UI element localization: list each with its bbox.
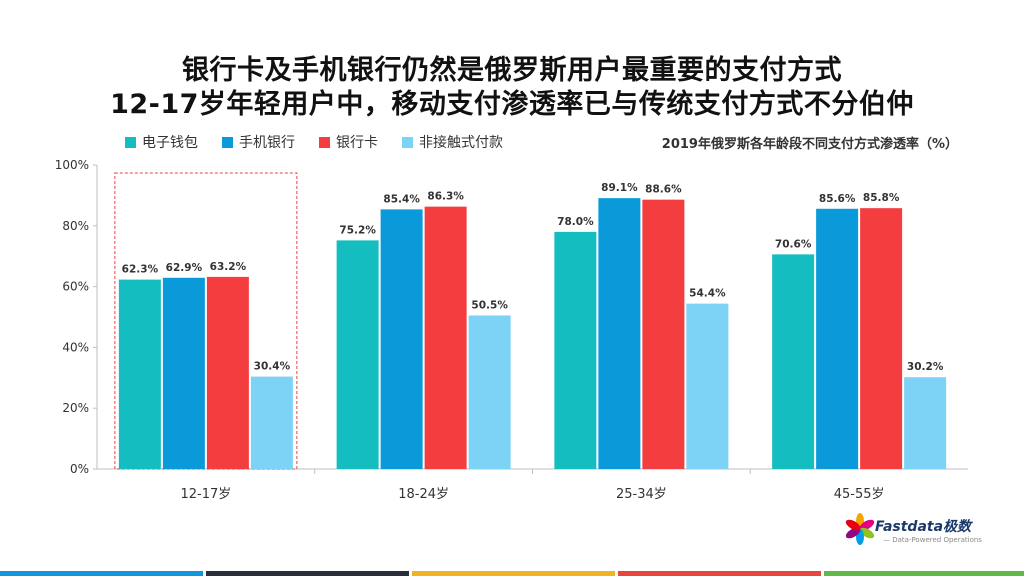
data-label: 30.2% — [907, 361, 944, 373]
data-label: 85.8% — [863, 192, 900, 204]
data-label: 54.4% — [689, 288, 726, 300]
bar — [904, 377, 947, 469]
data-label: 50.5% — [471, 299, 508, 311]
legend-label: 手机银行 — [239, 135, 295, 151]
bar — [336, 240, 379, 469]
data-label: 78.0% — [557, 216, 594, 228]
legend-swatch — [319, 136, 330, 148]
data-label: 85.4% — [383, 193, 420, 205]
bar — [380, 209, 423, 469]
bar — [468, 315, 511, 469]
legend-swatch — [125, 136, 136, 148]
data-label: 86.3% — [427, 191, 464, 203]
x-tick-label: 45-55岁 — [834, 487, 885, 502]
bar — [206, 276, 249, 469]
bar — [860, 208, 903, 469]
legend-label: 电子钱包 — [142, 135, 198, 151]
bar — [772, 254, 815, 469]
bar — [162, 277, 205, 469]
data-label: 75.2% — [339, 224, 376, 236]
data-label: 62.3% — [122, 264, 159, 276]
y-tick-label: 40% — [62, 340, 89, 354]
legend-item-ewallet: 电子钱包 — [125, 132, 198, 152]
y-tick-label: 80% — [62, 219, 89, 233]
legend-item-contactless: 非接触式付款 — [402, 132, 503, 152]
bar — [686, 303, 729, 469]
y-tick-label: 100% — [55, 158, 89, 172]
bar — [816, 208, 859, 469]
bar — [598, 198, 641, 470]
page-title-line1: 银行卡及手机银行仍然是俄罗斯用户最重要的支付方式 — [182, 55, 842, 86]
bar — [554, 231, 597, 469]
logo-tagline: — Data-Powered Operations — [883, 536, 982, 544]
legend-label: 银行卡 — [336, 135, 378, 151]
bar — [118, 279, 161, 469]
legend-label: 非接触式付款 — [419, 135, 503, 151]
y-tick-label: 0% — [70, 462, 89, 476]
data-label: 70.6% — [775, 238, 812, 250]
legend-swatch — [402, 136, 413, 148]
bar — [424, 206, 467, 469]
data-label: 89.1% — [601, 182, 638, 194]
logo-flower-icon — [845, 513, 875, 545]
footer-bar-yellow — [412, 571, 615, 576]
footer-bar-dark — [206, 571, 409, 576]
legend-item-bank-card: 银行卡 — [319, 132, 378, 152]
bar — [642, 199, 685, 469]
legend-item-mobile-bank: 手机银行 — [222, 132, 295, 152]
footer-bar-green — [824, 571, 1024, 576]
x-tick-label: 18-24岁 — [398, 487, 449, 502]
y-tick-label: 20% — [62, 401, 89, 415]
data-label: 63.2% — [210, 261, 247, 273]
footer-bar-red — [618, 571, 821, 576]
highlight-box — [114, 172, 298, 470]
footer-bar-blue — [0, 571, 203, 576]
chart-legend: 电子钱包 手机银行 银行卡 非接触式付款 — [125, 132, 503, 152]
page-title-line2: 12-17岁年轻用户中，移动支付渗透率已与传统支付方式不分伯仲 — [110, 89, 914, 120]
x-tick-label: 12-17岁 — [180, 487, 231, 502]
logo-name: Fastdata极数 — [875, 519, 972, 535]
data-label: 85.6% — [819, 193, 856, 205]
bar — [250, 376, 293, 469]
legend-swatch — [222, 136, 233, 148]
data-label: 30.4% — [254, 361, 291, 373]
data-label: 88.6% — [645, 184, 682, 196]
brand-logo: Fastdata极数 — Data-Powered Operations — [845, 512, 995, 552]
y-tick-label: 60% — [62, 280, 89, 294]
chart-title: 2019年俄罗斯各年龄段不同支付方式渗透率（%） — [661, 137, 958, 152]
data-label: 62.9% — [166, 262, 203, 274]
x-tick-label: 25-34岁 — [616, 487, 667, 502]
